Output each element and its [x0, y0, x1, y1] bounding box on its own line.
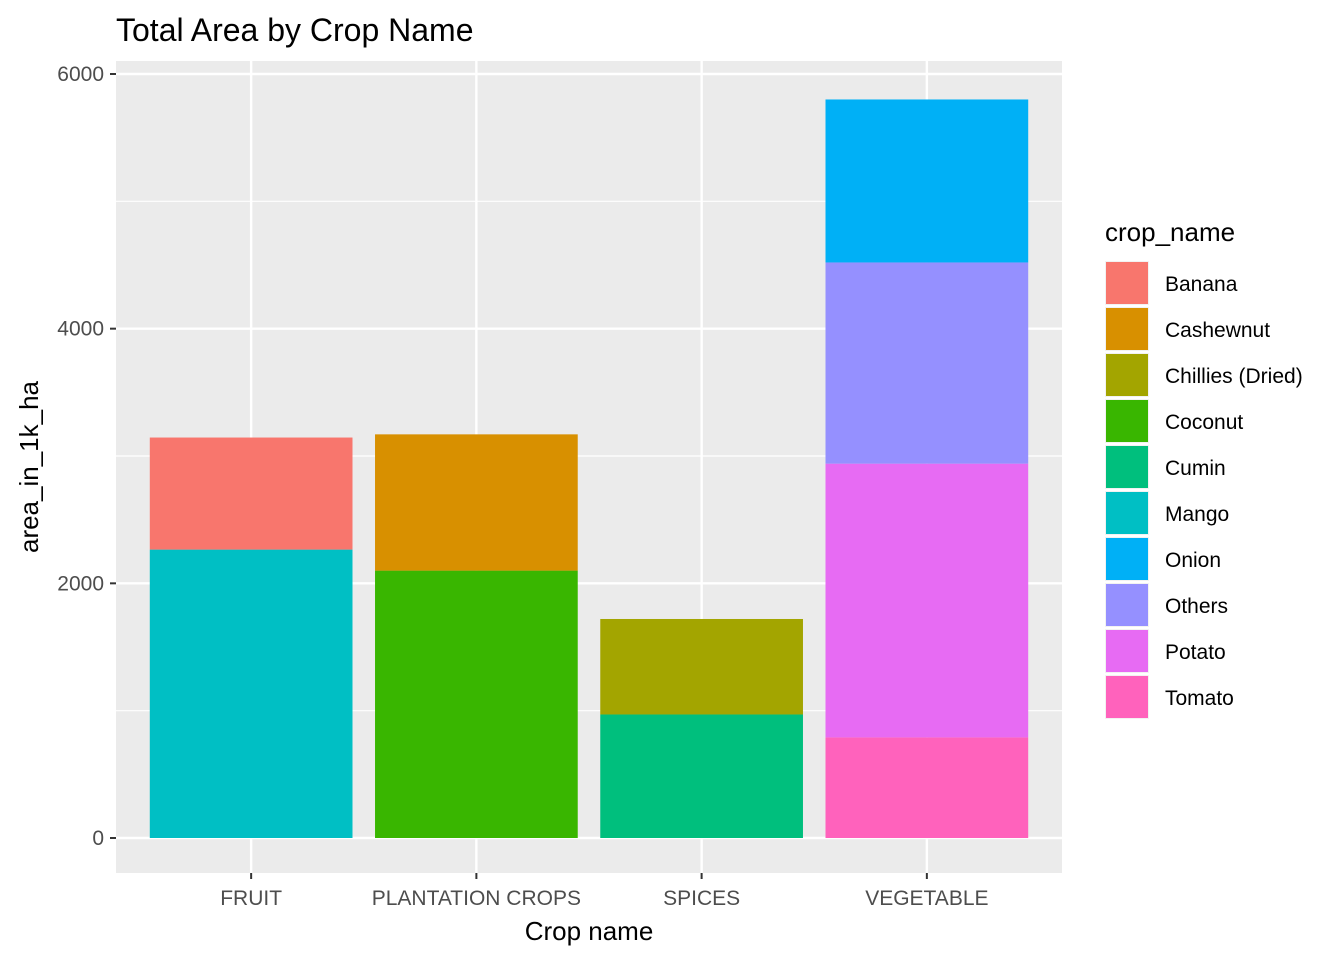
y-axis: 0 2000 4000 6000 [57, 63, 116, 850]
legend-label: Tomato [1165, 687, 1234, 710]
legend-label: Potato [1165, 641, 1226, 664]
bar-segment-vegetable-potato [825, 463, 1029, 738]
bar-segment-vegetable-onion [825, 99, 1029, 263]
x-axis: FRUIT PLANTATION CROPS SPICES VEGETABLE [220, 873, 989, 910]
legend-label: Banana [1165, 273, 1238, 296]
x-tick-label: SPICES [663, 887, 740, 910]
legend-key-banana [1106, 262, 1148, 304]
bar-segment-vegetable-tomato [825, 737, 1029, 838]
legend-key-tomato [1106, 676, 1148, 718]
legend-label: Cumin [1165, 457, 1226, 480]
bar-segment-plantation-crops-coconut [375, 570, 578, 838]
bar-segment-fruit-banana [149, 437, 353, 550]
bar-segment-spices-cumin [600, 714, 803, 838]
y-tick-label: 2000 [57, 572, 104, 595]
legend-key-potato [1106, 630, 1148, 672]
bar-segment-spices-chillies-dried- [600, 618, 803, 715]
legend-label: Onion [1165, 549, 1221, 572]
legend: crop_name Banana Cashewnut Chillies (Dried… [1105, 217, 1303, 719]
legend-label: Cashewnut [1165, 319, 1270, 342]
bars [149, 99, 1029, 838]
legend-key-others [1106, 584, 1148, 626]
x-tick-label: FRUIT [220, 887, 282, 910]
legend-key-mango [1106, 492, 1148, 534]
legend-title: crop_name [1105, 217, 1235, 247]
legend-label: Coconut [1165, 411, 1243, 434]
legend-label: Chillies (Dried) [1165, 365, 1303, 388]
y-tick-label: 6000 [57, 63, 104, 86]
y-tick-label: 4000 [57, 318, 104, 341]
chart-title: Total Area by Crop Name [116, 12, 474, 48]
legend-key-coconut [1106, 400, 1148, 442]
bar-segment-vegetable-others [825, 262, 1029, 464]
legend-key-onion [1106, 538, 1148, 580]
legend-key-cashewnut [1106, 308, 1148, 350]
legend-key-cumin [1106, 446, 1148, 488]
legend-label: Others [1165, 595, 1228, 618]
bar-segment-fruit-mango [149, 549, 353, 838]
legend-key-chillies-dried- [1106, 354, 1148, 396]
y-axis-title: area_in_1k_ha [14, 380, 44, 553]
y-tick-label: 0 [92, 827, 104, 850]
x-axis-title: Crop name [525, 916, 654, 946]
legend-label: Mango [1165, 503, 1229, 526]
bar-segment-plantation-crops-cashewnut [375, 434, 578, 571]
x-tick-label: PLANTATION CROPS [372, 887, 581, 910]
legend-items: Banana Cashewnut Chillies (Dried) Coconut Cu… [1105, 261, 1303, 719]
x-tick-label: VEGETABLE [865, 887, 988, 910]
